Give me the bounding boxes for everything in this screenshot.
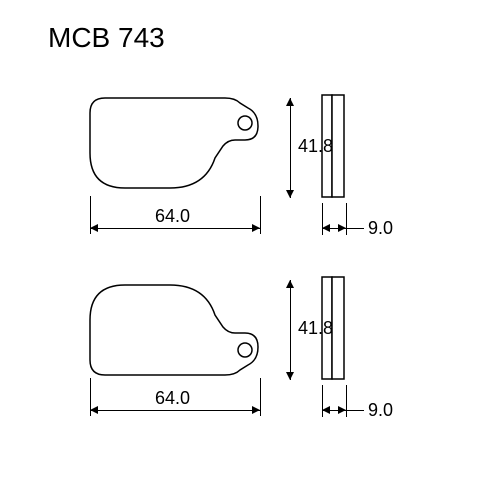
brake-pad-group-1: 41.8 64.0 9.0 — [80, 88, 270, 208]
dim-line-width-2 — [90, 410, 260, 411]
tick-t4 — [346, 385, 347, 417]
tick-t1 — [322, 203, 323, 235]
tick-1 — [90, 196, 91, 234]
dim-arrow-w2b — [252, 406, 260, 414]
dim-arrow-2b — [286, 372, 294, 380]
height-label-2: 41.8 — [298, 318, 333, 339]
dim-line-height-1 — [290, 98, 291, 198]
pad-front-view-2 — [80, 270, 270, 390]
diagram-title: MCB 743 — [48, 22, 165, 54]
tick-t3 — [322, 385, 323, 417]
dim-arrow-w1b — [252, 224, 260, 232]
pad-front-view-1 — [80, 88, 270, 208]
dim-arrow-t1 — [322, 224, 330, 232]
tick-2 — [260, 196, 261, 234]
tick-3 — [90, 378, 91, 416]
thick-ext-2 — [346, 410, 364, 411]
dim-arrow-2 — [286, 280, 294, 288]
dim-arrow-w1 — [90, 224, 98, 232]
dim-line-height-2 — [290, 280, 291, 380]
thickness-label-2: 9.0 — [368, 400, 393, 421]
dim-arrow-t2b — [338, 406, 346, 414]
tick-t2 — [346, 203, 347, 235]
width-label-1: 64.0 — [155, 206, 190, 227]
dim-arrow-w2 — [90, 406, 98, 414]
dim-arrow-1b — [286, 190, 294, 198]
height-label-1: 41.8 — [298, 136, 333, 157]
dim-arrow-t1b — [338, 224, 346, 232]
thickness-label-1: 9.0 — [368, 218, 393, 239]
brake-pad-group-2: 41.8 64.0 9.0 — [80, 270, 270, 390]
dim-arrow-1 — [286, 98, 294, 106]
tick-4 — [260, 378, 261, 416]
thick-ext-1 — [346, 228, 364, 229]
dim-arrow-t2 — [322, 406, 330, 414]
dim-line-width-1 — [90, 228, 260, 229]
width-label-2: 64.0 — [155, 388, 190, 409]
